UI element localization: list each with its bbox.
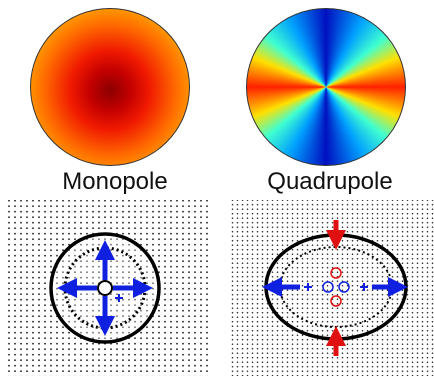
source bbox=[98, 281, 112, 295]
particle-grid bbox=[230, 200, 434, 376]
displacement-diagrams bbox=[0, 0, 434, 379]
figure: Monopole Quadrupole bbox=[0, 0, 434, 379]
quadrupole-panel bbox=[230, 200, 434, 376]
monopole-panel bbox=[5, 200, 208, 376]
